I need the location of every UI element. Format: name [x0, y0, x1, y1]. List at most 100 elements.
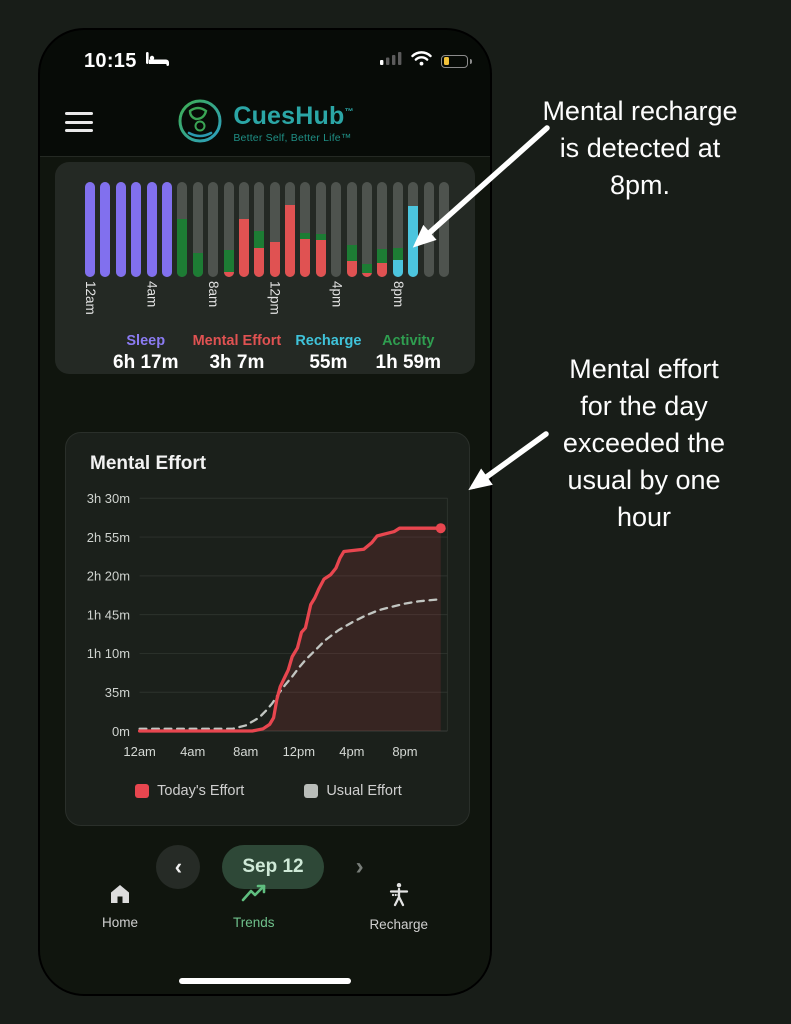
status-right	[380, 51, 472, 71]
effort-segment	[269, 241, 280, 277]
trademark: ™	[344, 106, 354, 117]
sleep-segment	[131, 182, 142, 277]
svg-text:8pm: 8pm	[392, 744, 417, 759]
hour-bar-8am[interactable]	[208, 182, 219, 277]
mental-effort-line-chart: 0m 35m 1h 10m 1h 45m 2h 20m 2h 55m 3h 30m 12am 4…	[87, 491, 448, 759]
hour-bar-10am[interactable]	[238, 182, 249, 277]
hour-bar-1pm[interactable]	[285, 182, 296, 277]
phone-frame: 10:15	[40, 30, 490, 994]
svg-text:3h 30m: 3h 30m	[87, 491, 130, 506]
summary-activity[interactable]: Activity 1h 59m	[376, 333, 441, 374]
nav-trends[interactable]: Trends	[232, 882, 275, 952]
hour-bar-5am[interactable]	[161, 182, 172, 277]
hour-bar-7pm[interactable]	[377, 182, 388, 277]
hourly-bars-axis: 12am 4am 8am 12pm 4pm 8pm	[83, 281, 449, 325]
logo-text: CuesHub™ Better Self, Better Life™	[233, 102, 353, 144]
summary-row: Sleep 6h 17m Mental Effort 3h 7m Recharg…	[85, 325, 449, 374]
effort-segment	[362, 273, 373, 277]
app-tagline: Better Self, Better Life™	[233, 132, 352, 144]
nav-trends-label: Trends	[232, 915, 275, 930]
mental-effort-card: Mental Effort 0m 35m 1h 10m 1h 45m 2h 20m 2h …	[65, 432, 470, 826]
bottom-navigation: Home Trends	[40, 882, 490, 952]
hour-bar-3pm[interactable]	[315, 182, 326, 277]
summary-activity-label: Activity	[382, 333, 435, 349]
hour-bar-4pm[interactable]	[331, 182, 342, 277]
hour-bar-6am[interactable]	[177, 182, 188, 277]
status-bar: 10:15	[40, 44, 490, 78]
cueshub-logo-icon	[176, 97, 224, 150]
activity-segment	[192, 253, 203, 277]
annotation-recharge: Mental recharge is detected at 8pm.	[542, 96, 738, 200]
effort-segment	[238, 219, 249, 277]
chevron-right-icon: ›	[355, 853, 364, 880]
annotation-effort: Mental effort for the day exceeded the u…	[562, 354, 726, 532]
svg-text:1h 45m: 1h 45m	[87, 607, 130, 622]
chart-legend: Today's Effort Usual Effort	[80, 783, 457, 799]
wifi-icon	[411, 51, 432, 71]
menu-button[interactable]	[65, 110, 95, 134]
hour-bar-1am[interactable]	[100, 182, 111, 277]
bar-axis-label: 4am	[144, 281, 160, 308]
summary-activity-value: 1h 59m	[375, 352, 441, 373]
hour-bar-2pm[interactable]	[300, 182, 311, 277]
todays-effort-label: Today's Effort	[157, 783, 245, 799]
effort-segment	[315, 239, 326, 277]
nav-home-label: Home	[102, 915, 139, 930]
effort-segment	[377, 262, 388, 277]
hour-bar-6pm[interactable]	[362, 182, 373, 277]
bed-icon	[145, 51, 170, 72]
cellular-signal-icon	[380, 51, 402, 71]
hour-bar-12am[interactable]	[85, 182, 95, 277]
nav-recharge-label: Recharge	[369, 917, 428, 932]
svg-text:35m: 35m	[105, 685, 130, 700]
hour-bar-4am[interactable]	[146, 182, 157, 277]
activity-segment	[300, 233, 311, 239]
summary-mental-effort-label: Mental Effort	[192, 333, 282, 349]
next-day-button[interactable]: ›	[346, 847, 374, 887]
selected-date-button[interactable]: Sep 12	[222, 845, 324, 889]
usual-effort-label: Usual Effort	[326, 783, 402, 799]
summary-mental-effort[interactable]: Mental Effort 3h 7m	[193, 333, 282, 374]
svg-text:4pm: 4pm	[339, 744, 364, 759]
hour-bar-5pm[interactable]	[346, 182, 357, 277]
summary-sleep-label: Sleep	[126, 333, 166, 349]
hour-bar-10pm[interactable]	[423, 182, 434, 277]
activity-segment	[223, 250, 234, 273]
activity-segment	[177, 219, 188, 277]
bar-axis-label: 12am	[83, 281, 98, 315]
hour-bar-12pm[interactable]	[269, 182, 280, 277]
chevron-left-icon: ‹	[174, 854, 183, 879]
home-icon	[107, 882, 133, 909]
hour-bar-7am[interactable]	[192, 182, 203, 277]
bar-axis-label: 8am	[206, 281, 222, 308]
hour-bar-9am[interactable]	[223, 182, 234, 277]
recharge-icon	[386, 882, 412, 911]
effort-segment	[254, 247, 265, 277]
previous-day-button[interactable]: ‹	[156, 845, 201, 889]
summary-recharge[interactable]: Recharge 55m	[295, 333, 361, 374]
effort-segment	[346, 260, 357, 277]
summary-sleep-value: 6h 17m	[113, 352, 179, 373]
recharge-segment	[408, 205, 419, 277]
status-left: 10:15	[84, 50, 170, 73]
summary-sleep[interactable]: Sleep 6h 17m	[113, 333, 178, 374]
nav-home[interactable]: Home	[102, 882, 138, 952]
effort-segment	[300, 239, 311, 277]
hour-bar-9pm[interactable]	[408, 182, 419, 277]
nav-recharge[interactable]: Recharge	[369, 882, 428, 952]
hour-bar-11am[interactable]	[254, 182, 265, 277]
hour-bar-3am[interactable]	[131, 182, 142, 277]
hour-bar-8pm[interactable]	[392, 182, 403, 277]
status-time: 10:15	[84, 49, 137, 72]
usual-effort-swatch	[304, 784, 319, 798]
hour-bar-11pm[interactable]	[438, 182, 449, 277]
recharge-segment	[392, 259, 403, 277]
sleep-segment	[115, 182, 126, 277]
app-logo: CuesHub™ Better Self, Better Life™	[176, 97, 353, 150]
scroll-content: 12am 4am 8am 12pm 4pm 8pm Sleep 6h 17m Mental…	[40, 156, 490, 994]
todays-effort-swatch	[135, 784, 150, 798]
home-indicator[interactable]	[179, 978, 351, 984]
hour-bar-2am[interactable]	[115, 182, 126, 277]
hourly-bars-chart[interactable]	[85, 182, 449, 277]
